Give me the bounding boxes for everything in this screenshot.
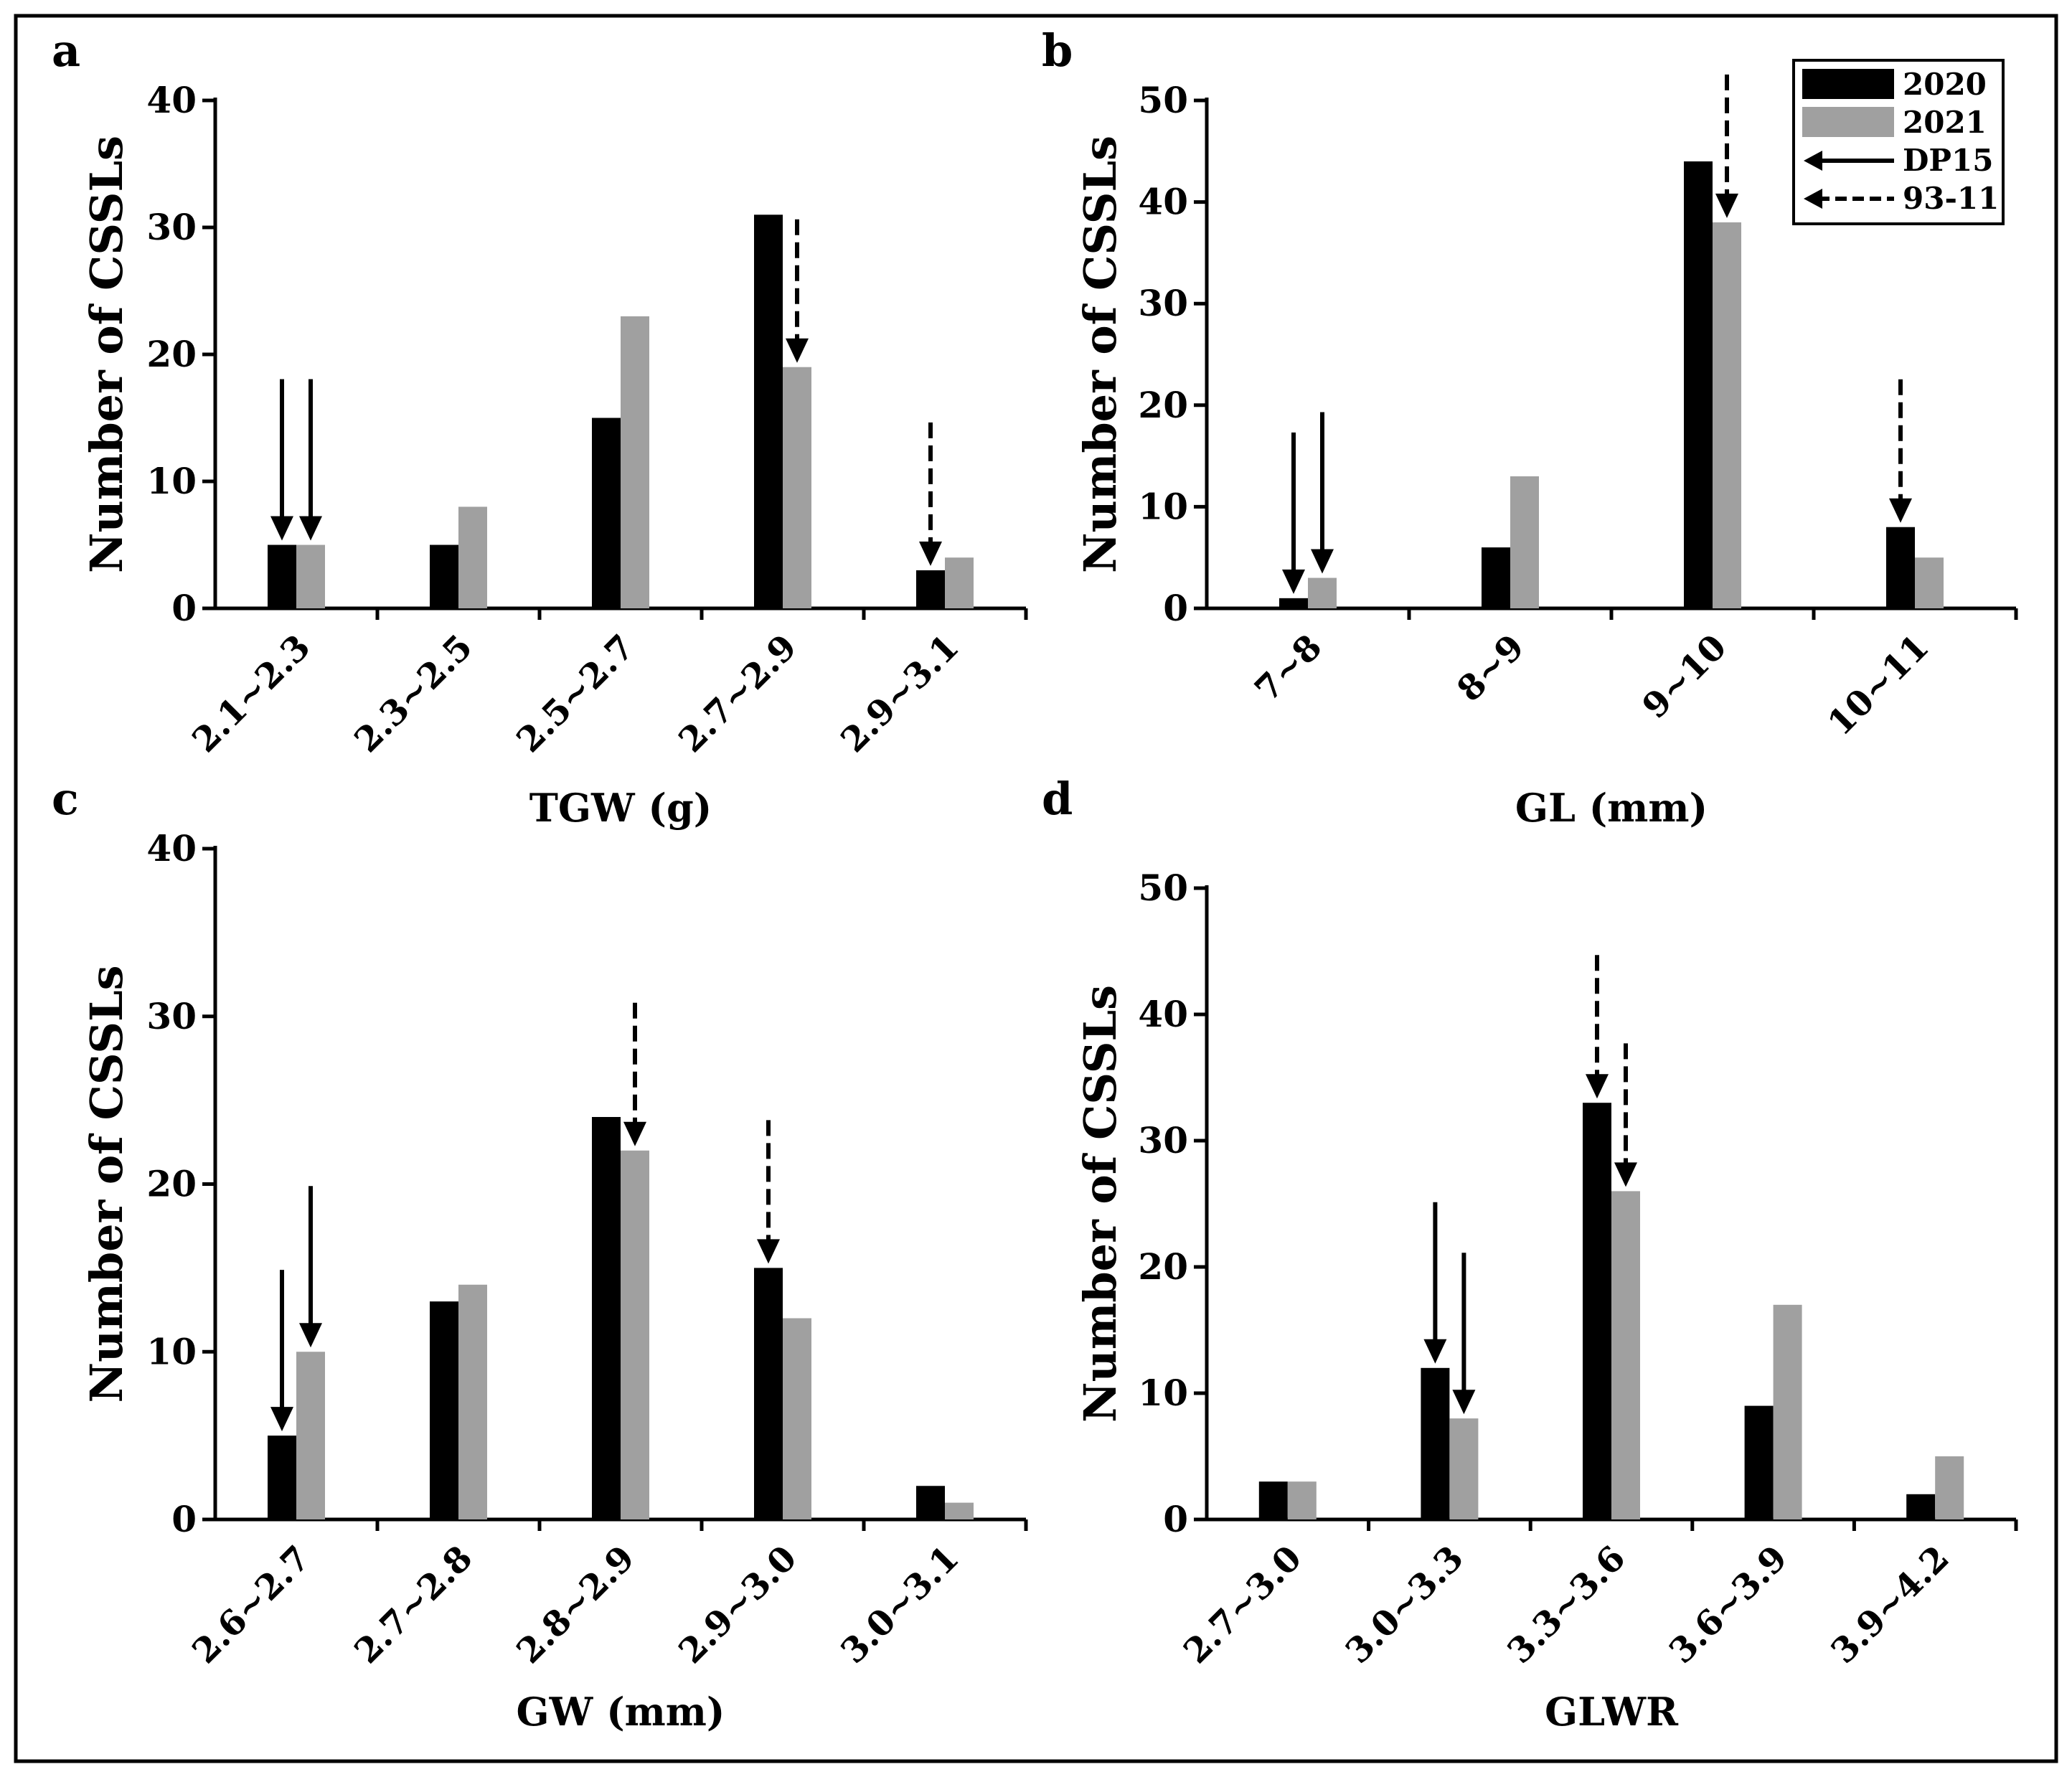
bar-2021 (1915, 557, 1944, 608)
x-axis-title: TGW (g) (529, 785, 712, 831)
y-tick-label: 0 (1163, 1498, 1188, 1540)
bar-2021 (1935, 1456, 1964, 1519)
bar-2020 (430, 545, 458, 608)
arrow-dp15-head (270, 1407, 293, 1432)
y-tick-label: 0 (171, 1498, 197, 1540)
bar-2021 (1449, 1418, 1479, 1519)
arrow-dp15-head (299, 516, 322, 541)
bar-2020 (1258, 1481, 1288, 1519)
panel-letter: d (1042, 773, 1073, 825)
bar-2021 (1611, 1191, 1640, 1519)
y-tick-label: 40 (1138, 993, 1188, 1035)
arrow-93-11-head (1715, 193, 1738, 218)
y-axis-title: Number of CSSLs (1074, 985, 1126, 1423)
bar-2020 (1279, 598, 1308, 608)
bar-2020 (268, 545, 296, 608)
bar-2020 (754, 1268, 783, 1519)
arrow-dp15-head (1282, 569, 1305, 594)
bar-2021 (945, 557, 974, 608)
bar-2020 (268, 1436, 296, 1519)
arrow-dp15-head (1423, 1339, 1447, 1364)
y-tick-label: 10 (146, 1330, 197, 1372)
panel-letter: b (1042, 24, 1073, 77)
bar-2020 (1684, 161, 1713, 608)
panel-letter: a (52, 24, 80, 77)
legend-swatch-2021 (1802, 107, 1894, 137)
bar-2021 (783, 1318, 811, 1519)
y-tick-label: 20 (146, 1163, 197, 1205)
y-tick-label: 10 (1138, 1372, 1188, 1414)
arrow-dp15-head (299, 1323, 322, 1348)
bar-2020 (592, 418, 621, 608)
arrow-93-11-head (786, 338, 809, 363)
arrow-93-11-head (1586, 1074, 1609, 1099)
y-tick-label: 10 (1138, 485, 1188, 527)
bar-2021 (1287, 1481, 1317, 1519)
bar-2021 (1308, 578, 1337, 608)
legend-label: 93-11 (1903, 181, 1999, 216)
bar-2020 (754, 215, 783, 608)
legend-arrow-head (1804, 151, 1822, 171)
y-tick-label: 50 (1138, 867, 1188, 909)
bar-2021 (296, 1352, 325, 1519)
y-tick-label: 20 (1138, 1245, 1188, 1288)
y-tick-label: 30 (146, 995, 197, 1037)
y-tick-label: 10 (146, 460, 197, 502)
bar-2020 (1421, 1367, 1450, 1519)
legend-label: 2020 (1903, 67, 1987, 102)
bar-2021 (783, 367, 811, 608)
bar-2021 (1773, 1304, 1802, 1519)
bar-2020 (430, 1301, 458, 1519)
arrow-93-11-head (623, 1121, 646, 1146)
x-axis-title: GLWR (1545, 1689, 1679, 1735)
x-axis-title: GL (mm) (1515, 785, 1708, 831)
bar-2021 (458, 1284, 487, 1519)
bar-2020 (1744, 1405, 1774, 1519)
arrow-93-11-head (757, 1239, 780, 1264)
bar-2021 (621, 316, 649, 608)
bar-2021 (1510, 476, 1539, 608)
legend-label: 2021 (1903, 105, 1987, 140)
y-tick-label: 40 (146, 79, 197, 121)
bar-2021 (945, 1502, 974, 1519)
legend-label: DP15 (1903, 143, 1993, 178)
bar-2021 (458, 506, 487, 608)
x-axis-title: GW (mm) (517, 1689, 725, 1735)
arrow-dp15-head (270, 516, 293, 541)
bar-2020 (592, 1117, 621, 1519)
bar-2021 (1713, 222, 1741, 608)
y-tick-label: 0 (1163, 587, 1188, 629)
legend-arrow-head (1804, 189, 1822, 209)
y-tick-label: 30 (146, 206, 197, 248)
bar-2020 (1886, 527, 1915, 608)
y-axis-title: Number of CSSLs (1074, 136, 1126, 573)
y-tick-label: 0 (171, 587, 197, 629)
arrow-93-11-head (1614, 1162, 1637, 1187)
y-axis-title: Number of CSSLs (80, 965, 133, 1403)
bar-2020 (1583, 1103, 1611, 1519)
bar-2020 (1906, 1494, 1936, 1519)
y-tick-label: 40 (146, 827, 197, 869)
y-axis-title: Number of CSSLs (80, 136, 133, 573)
panel-letter: c (52, 773, 79, 825)
y-tick-label: 50 (1138, 79, 1188, 121)
y-tick-label: 20 (1138, 384, 1188, 426)
bar-2020 (1482, 547, 1510, 608)
y-tick-label: 30 (1138, 282, 1188, 324)
bar-2020 (916, 1486, 945, 1519)
y-tick-label: 30 (1138, 1119, 1188, 1161)
y-tick-label: 40 (1138, 181, 1188, 223)
arrow-dp15-head (1452, 1390, 1476, 1415)
arrow-dp15-head (1311, 549, 1334, 574)
bar-2021 (296, 545, 325, 608)
legend-swatch-2020 (1802, 69, 1894, 99)
arrow-93-11-head (919, 541, 942, 566)
y-tick-label: 20 (146, 333, 197, 375)
bar-2021 (621, 1150, 649, 1519)
bar-2020 (916, 570, 945, 608)
arrow-93-11-head (1889, 498, 1912, 523)
